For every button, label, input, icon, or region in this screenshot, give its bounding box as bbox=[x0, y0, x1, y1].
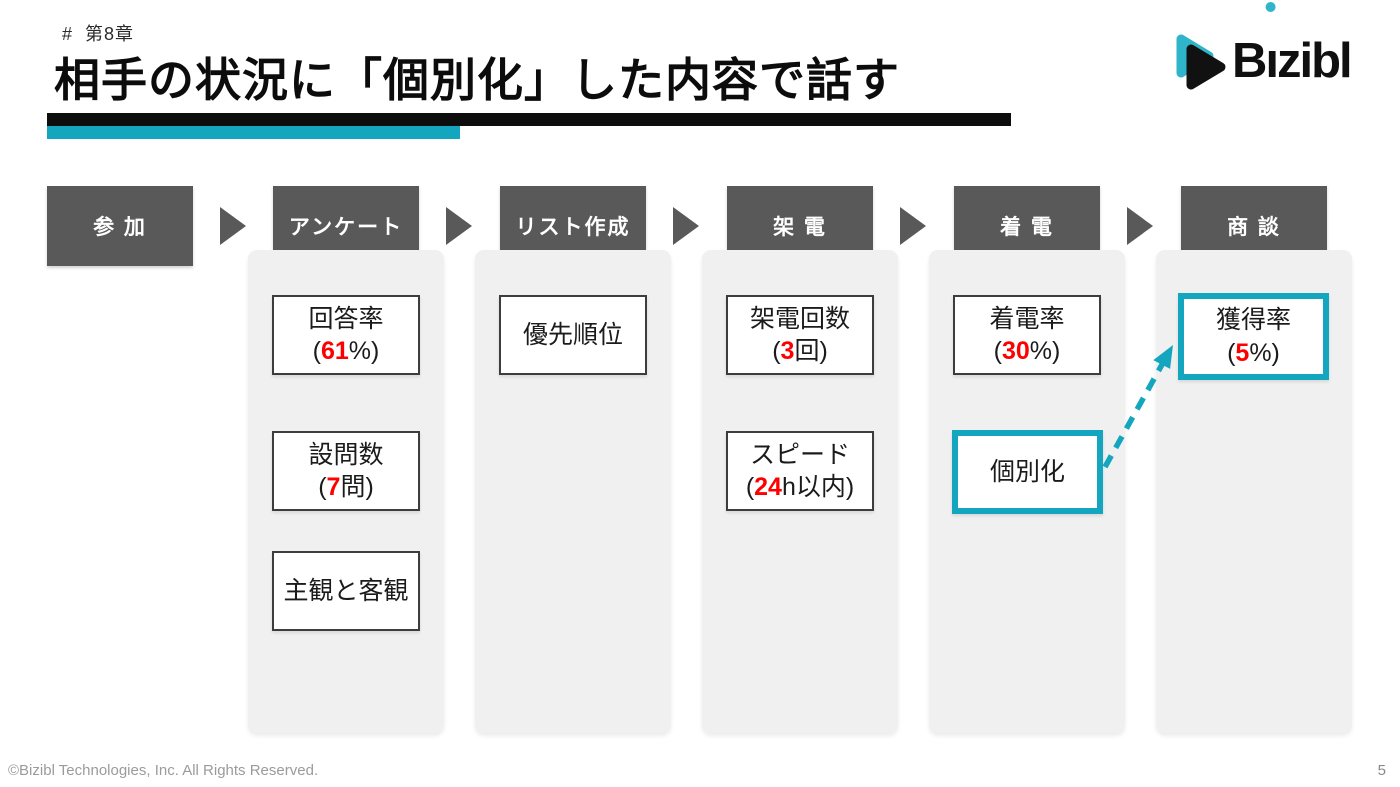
value-pre: ( bbox=[993, 337, 1002, 365]
box-acquisition-rate: 獲得率 (5%) bbox=[1178, 293, 1329, 380]
value-pre: ( bbox=[312, 337, 321, 365]
chapter-label: # 第8章 bbox=[62, 24, 135, 44]
box-label: 着電率 bbox=[989, 304, 1065, 333]
box-label: 個別化 bbox=[989, 457, 1065, 486]
box-value: (3回) bbox=[772, 335, 828, 368]
value-pre: ( bbox=[1227, 338, 1236, 367]
copyright-text: ©Bizibl Technologies, Inc. All Rights Re… bbox=[8, 762, 319, 779]
box-question-count: 設問数 (7問) bbox=[272, 431, 420, 511]
step-label: リスト作成 bbox=[515, 216, 631, 239]
step-label: 参 加 bbox=[93, 216, 147, 239]
value-pre: ( bbox=[772, 337, 781, 365]
value-post: 回) bbox=[794, 337, 828, 365]
flow-arrow-icon bbox=[1127, 207, 1153, 245]
box-answer-rate: 着電率 (30%) bbox=[953, 295, 1101, 375]
logo-letter-b: B bbox=[1232, 33, 1267, 88]
box-value: (7問) bbox=[318, 471, 374, 504]
value-number: 24 bbox=[754, 473, 782, 501]
logo-i-dot-icon bbox=[1265, 1, 1276, 12]
value-pre: ( bbox=[745, 473, 755, 501]
title-underline-teal bbox=[47, 126, 460, 139]
box-label: 架電回数 bbox=[749, 304, 850, 333]
flow-arrow-icon bbox=[900, 207, 926, 245]
step-sanka: 参 加 bbox=[47, 186, 193, 266]
value-post: h以内) bbox=[781, 473, 855, 501]
box-call-count: 架電回数 (3回) bbox=[726, 295, 874, 375]
logo-letters-zibl: zibl bbox=[1277, 33, 1353, 88]
page-title: 相手の状況に「個別化」した内容で話す bbox=[54, 54, 900, 106]
value-post: 問) bbox=[340, 473, 374, 501]
value-number: 7 bbox=[326, 473, 341, 501]
box-speed: スピード (24h以内) bbox=[726, 431, 874, 511]
step-label: 架 電 bbox=[773, 216, 827, 239]
box-response-rate: 回答率 (61%) bbox=[272, 295, 420, 375]
box-label: 回答率 bbox=[308, 304, 384, 333]
box-label: 設問数 bbox=[308, 440, 384, 469]
flow-arrow-icon bbox=[446, 207, 472, 245]
box-value: (30%) bbox=[994, 335, 1061, 368]
box-value: (61%) bbox=[313, 335, 380, 368]
logo-letter-i: ı bbox=[1265, 1, 1279, 86]
box-subjective-objective: 主観と客観 bbox=[272, 551, 420, 631]
box-value: (5%) bbox=[1227, 337, 1280, 370]
flow-arrow-icon bbox=[673, 207, 699, 245]
value-number: 30 bbox=[1001, 337, 1030, 365]
step-label: 商 談 bbox=[1227, 216, 1281, 239]
title-underline-black bbox=[47, 113, 1011, 126]
box-label: スピード bbox=[749, 440, 850, 469]
box-label: 獲得率 bbox=[1215, 306, 1291, 334]
value-post: %) bbox=[348, 337, 380, 365]
value-post: %) bbox=[1029, 337, 1061, 365]
box-priority: 優先順位 bbox=[499, 295, 647, 375]
box-label: 主観と客観 bbox=[283, 576, 409, 605]
page-number: 5 bbox=[1377, 762, 1386, 779]
step-label: アンケート bbox=[288, 216, 404, 239]
value-post: %) bbox=[1249, 338, 1280, 367]
box-label: 優先順位 bbox=[522, 320, 623, 349]
flow-arrow-icon bbox=[220, 207, 246, 245]
step-label: 着 電 bbox=[1000, 216, 1054, 239]
value-number: 61 bbox=[320, 337, 349, 365]
value-number: 3 bbox=[780, 337, 795, 365]
box-personalization: 個別化 bbox=[952, 430, 1103, 514]
value-pre: ( bbox=[318, 473, 327, 501]
value-number: 5 bbox=[1235, 338, 1250, 367]
play-triangle-icon bbox=[1176, 34, 1226, 90]
box-value: (24h以内) bbox=[746, 471, 854, 504]
